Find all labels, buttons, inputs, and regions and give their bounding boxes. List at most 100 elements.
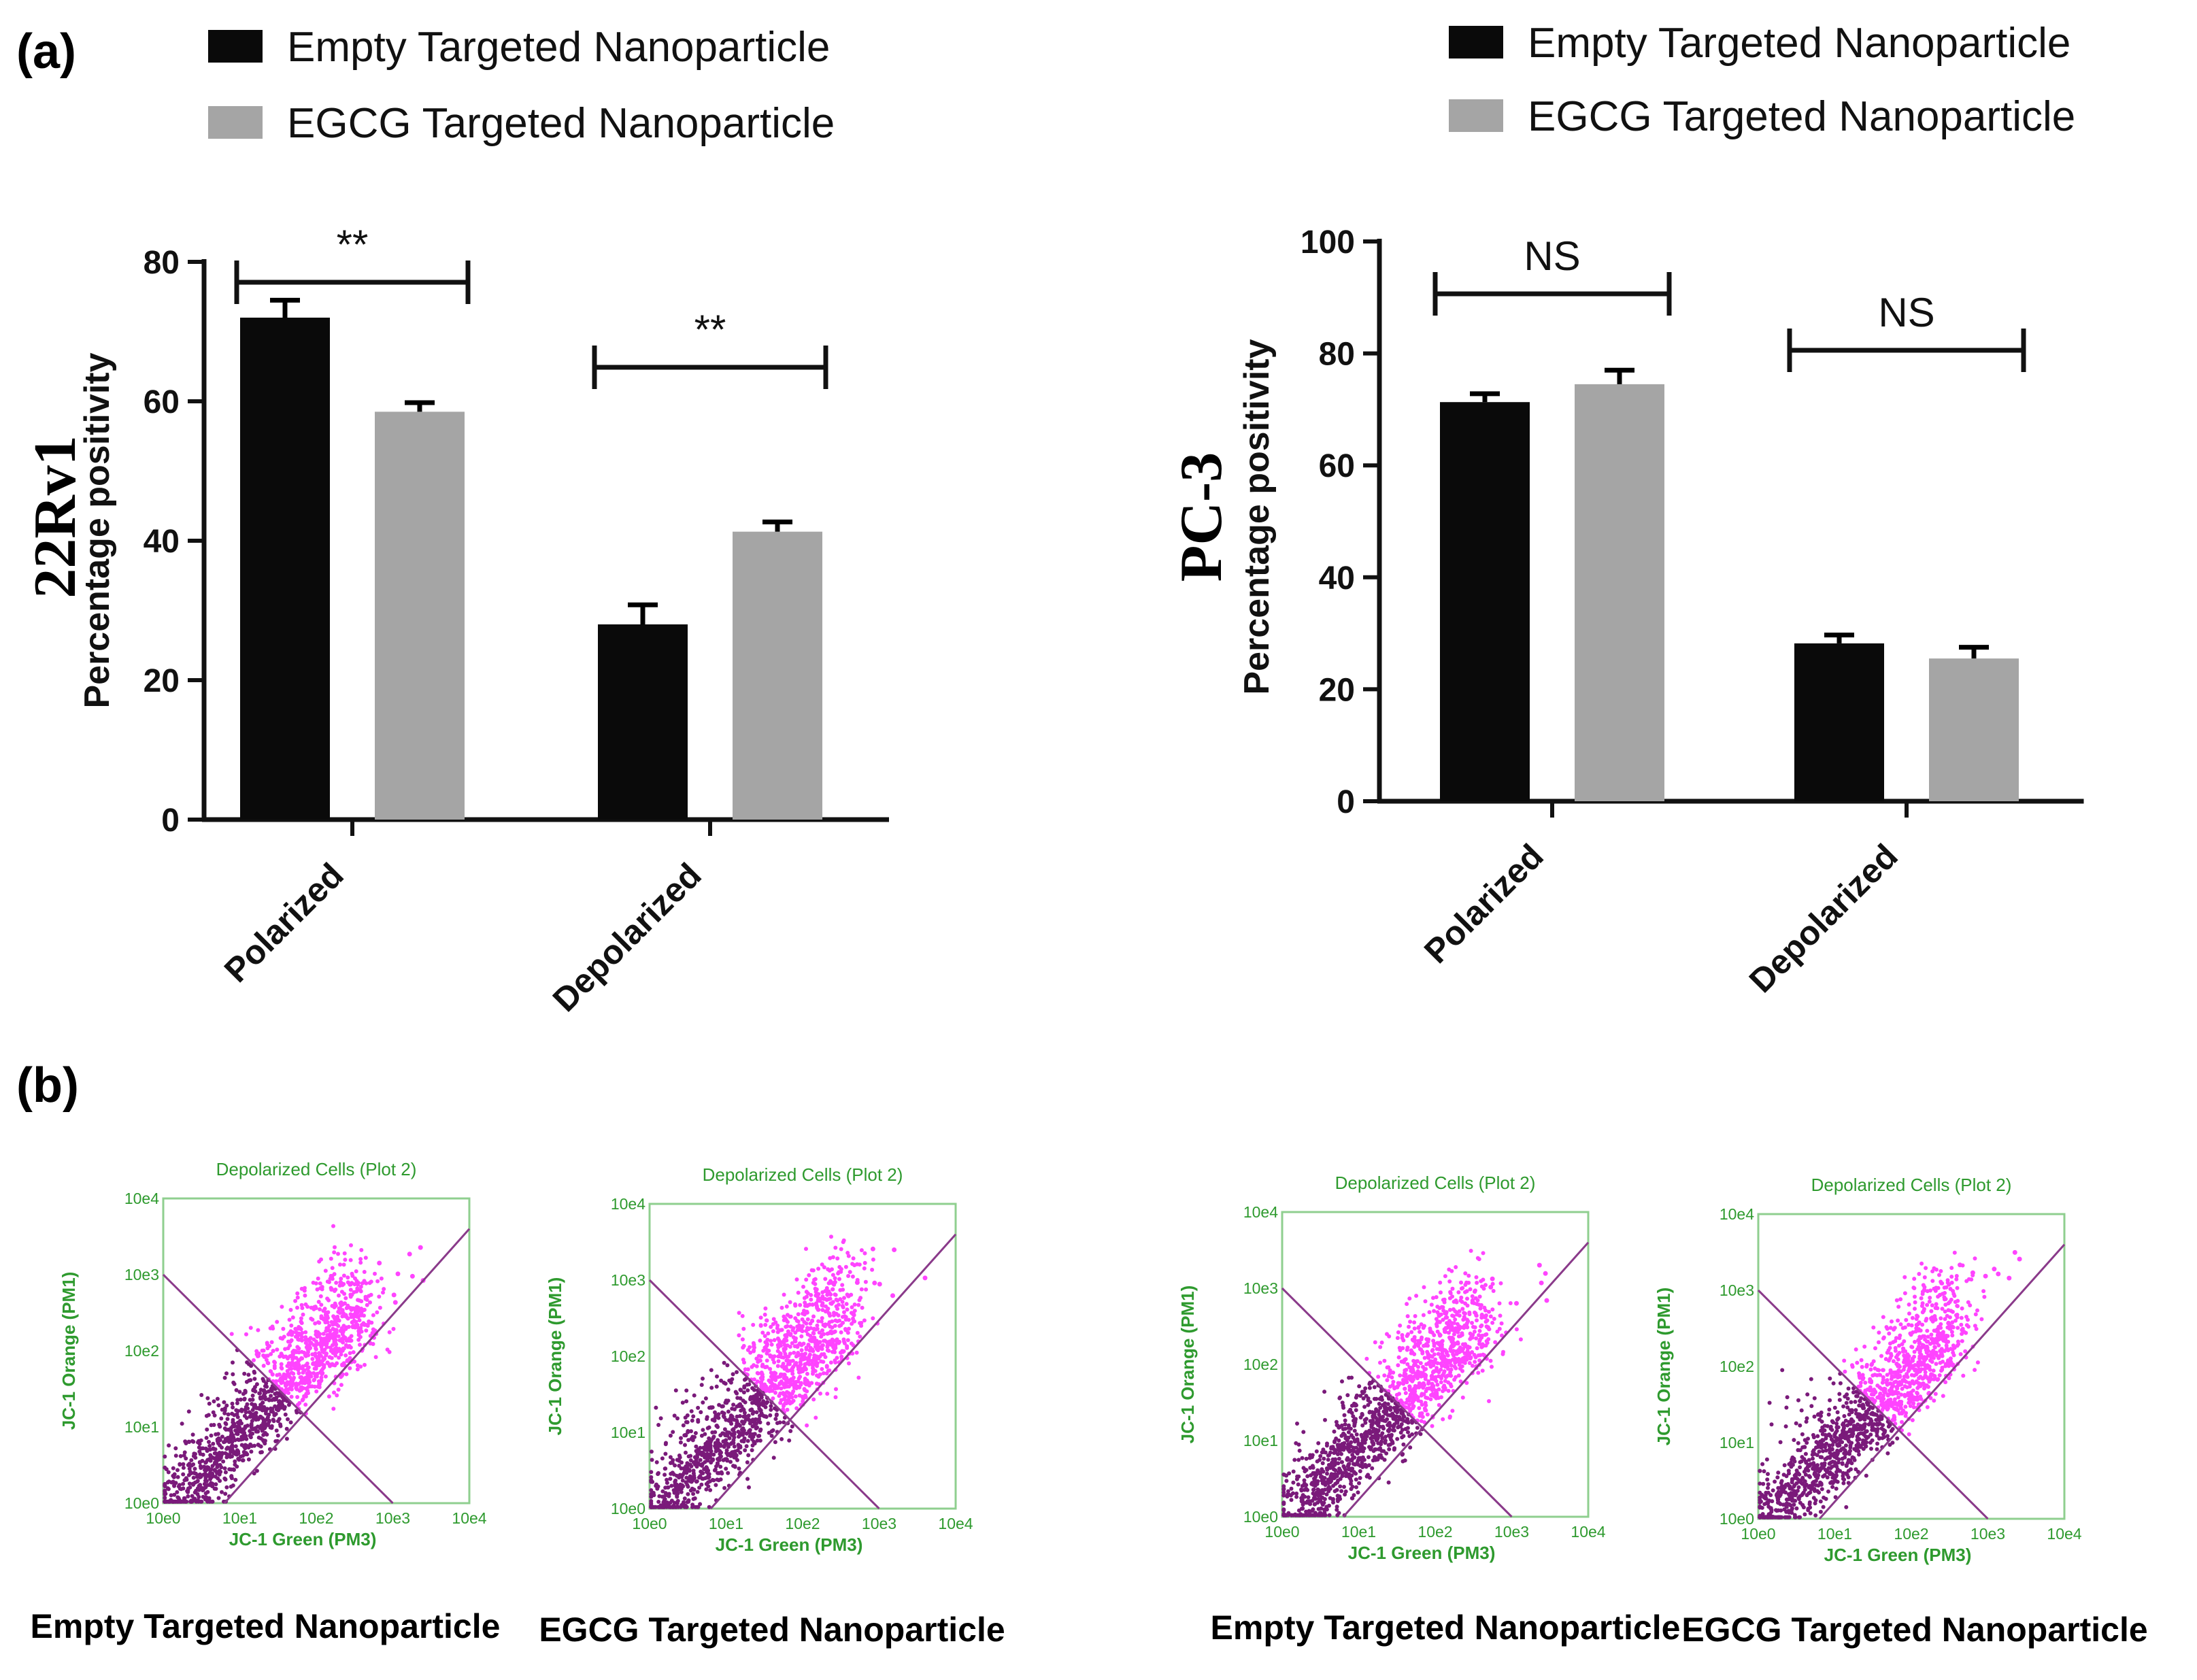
flow-dot-polarized xyxy=(754,1356,759,1361)
flow-dot-depolarized xyxy=(222,1466,227,1471)
flow-dot-depolarized xyxy=(230,1411,235,1416)
flow-dot-polarized xyxy=(1417,1406,1422,1411)
flow-dot-depolarized xyxy=(722,1485,727,1490)
flow-dot-polarized xyxy=(840,1315,845,1320)
flow-dot-polarized xyxy=(860,1305,865,1310)
flow-dot-depolarized xyxy=(656,1423,661,1427)
flow-dot-depolarized xyxy=(692,1393,697,1398)
flow-dot-depolarized xyxy=(286,1417,290,1422)
flow-dot-depolarized xyxy=(231,1405,235,1410)
flow-dot-polarized xyxy=(325,1332,330,1337)
flow-dot-depolarized xyxy=(1345,1393,1350,1398)
flow-dot-polarized xyxy=(312,1377,317,1382)
flow-dot-polarized xyxy=(303,1335,308,1339)
flow-dot-depolarized xyxy=(252,1377,257,1381)
flow-dot-polarized xyxy=(1484,1324,1489,1329)
flow-dot-polarized xyxy=(261,1364,266,1368)
flow-dot-polarized xyxy=(842,1341,847,1345)
flow-dot-polarized xyxy=(356,1330,361,1335)
flow-dot-polarized xyxy=(348,1258,353,1262)
flow-dot-polarized xyxy=(1441,1373,1445,1377)
flow-dot-polarized xyxy=(1420,1351,1425,1356)
flow-dot-depolarized xyxy=(663,1466,668,1471)
flow-dot-polarized xyxy=(1449,1269,1454,1273)
flow-dot-depolarized xyxy=(195,1475,199,1479)
flow-dot-depolarized xyxy=(222,1400,227,1405)
flow-dot-polarized xyxy=(816,1307,821,1312)
flow-dot-polarized xyxy=(252,1358,256,1362)
flow-dot-polarized xyxy=(756,1371,760,1376)
flow-dot-depolarized xyxy=(215,1396,220,1401)
flow-dot-depolarized xyxy=(758,1428,762,1433)
flow-dot-polarized xyxy=(1891,1359,1896,1364)
flow-dot-polarized xyxy=(777,1382,782,1386)
flow-dot-depolarized xyxy=(748,1430,752,1435)
flow-dot-polarized xyxy=(793,1394,798,1399)
flow-dot-depolarized xyxy=(212,1413,217,1417)
flow-dot-depolarized xyxy=(207,1440,211,1444)
flow-dot-depolarized xyxy=(1388,1407,1393,1412)
flow-dot-polarized xyxy=(1434,1379,1439,1383)
flow-dot-depolarized xyxy=(1415,1426,1420,1430)
flow-dot-polarized xyxy=(762,1365,767,1370)
flow-dot-polarized xyxy=(367,1281,372,1286)
flow-dot-polarized xyxy=(1544,1298,1549,1303)
flow-dot-polarized xyxy=(1463,1301,1468,1306)
flow-dot-polarized xyxy=(1477,1257,1481,1262)
flow-dot-polarized xyxy=(1413,1371,1418,1376)
flow-dot-polarized xyxy=(835,1340,840,1345)
flow-dot-polarized xyxy=(301,1397,305,1402)
flow-dot-polarized xyxy=(854,1280,860,1286)
flow-y-axis-label: JC-1 Orange (PM1) xyxy=(1177,1286,1198,1444)
flow-dot-depolarized xyxy=(684,1388,689,1393)
flow-dot-depolarized xyxy=(736,1430,741,1434)
flow-dot-polarized xyxy=(846,1254,851,1258)
flow-dot-polarized xyxy=(1932,1398,1936,1403)
flow-dot-polarized xyxy=(283,1347,288,1351)
flow-dot-polarized xyxy=(289,1338,294,1343)
flow-dot-polarized xyxy=(1378,1360,1382,1365)
flow-dot-depolarized xyxy=(1376,1423,1380,1428)
flow-dot-depolarized xyxy=(212,1486,217,1491)
flow-dot-depolarized xyxy=(248,1429,252,1433)
flow-gate-line xyxy=(162,1273,394,1505)
flow-dot-depolarized xyxy=(1399,1411,1404,1415)
flow-dot-polarized xyxy=(783,1401,788,1406)
flow-plot-caption: EGCG Targeted Nanoparticle xyxy=(539,1611,1005,1649)
flow-dot-depolarized xyxy=(746,1413,751,1418)
flow-dot-polarized xyxy=(816,1348,820,1353)
flow-dot-polarized xyxy=(311,1362,316,1366)
flow-y-tick-label: 10e3 xyxy=(1720,1281,1754,1299)
flow-dot-depolarized xyxy=(661,1500,666,1505)
flow-dot-depolarized xyxy=(258,1391,263,1396)
flow-dot-polarized xyxy=(373,1355,378,1360)
flow-dot-depolarized xyxy=(221,1459,226,1464)
flow-dot-polarized xyxy=(1398,1323,1403,1328)
flow-dot-polarized xyxy=(350,1306,354,1311)
flow-dot-polarized xyxy=(1470,1335,1475,1340)
flow-dot-polarized xyxy=(348,1282,352,1287)
flow-dot-depolarized xyxy=(250,1408,255,1412)
flow-dot-polarized xyxy=(741,1358,745,1362)
flow-dot-polarized xyxy=(373,1271,377,1276)
flow-dot-polarized xyxy=(1398,1381,1403,1385)
flow-dot-polarized xyxy=(1414,1294,1419,1298)
flow-dot-depolarized xyxy=(254,1468,259,1473)
flow-dot-polarized xyxy=(1460,1286,1465,1290)
flow-dot-polarized xyxy=(786,1391,791,1396)
flow-dot-polarized xyxy=(1488,1284,1494,1290)
flow-dot-depolarized xyxy=(216,1496,221,1500)
flow-dot-polarized xyxy=(779,1328,784,1332)
flow-dot-depolarized xyxy=(216,1476,220,1481)
panel-b-label: (b) xyxy=(16,1058,79,1113)
flow-dot-depolarized xyxy=(674,1505,679,1509)
flow-dot-polarized xyxy=(819,1319,824,1324)
flow-y-tick-label: 10e4 xyxy=(611,1195,645,1213)
flow-dot-polarized xyxy=(824,1304,828,1309)
flow-dot-depolarized xyxy=(182,1450,187,1455)
flow-dot-depolarized xyxy=(748,1434,752,1439)
flow-dot-depolarized xyxy=(227,1467,232,1472)
flow-dot-polarized xyxy=(356,1282,360,1287)
flow-dot-depolarized xyxy=(709,1438,714,1443)
flow-dot-depolarized xyxy=(237,1421,241,1426)
